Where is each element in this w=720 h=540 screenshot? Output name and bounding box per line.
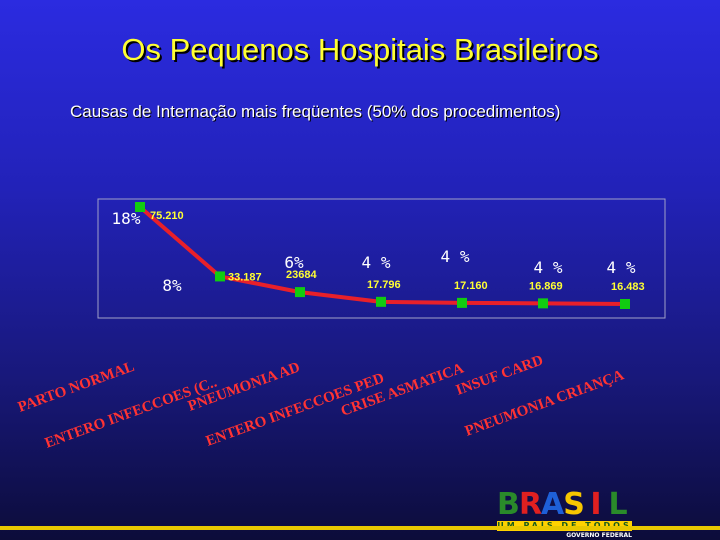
data-marker bbox=[295, 287, 305, 298]
data-value-label: 75.210 bbox=[150, 210, 184, 222]
percent-label: 4 % bbox=[534, 258, 563, 277]
data-marker bbox=[538, 298, 548, 309]
government-label: GOVERNO FEDERAL bbox=[566, 532, 632, 539]
percent-label: 6% bbox=[284, 253, 304, 272]
percent-label: 4 % bbox=[607, 258, 636, 277]
plot-area-frame bbox=[97, 198, 666, 319]
value-labels: 75.210 33.187 23684 17.796 17.160 16.869 16.48… bbox=[150, 210, 645, 293]
data-value-label: 17.160 bbox=[454, 280, 488, 292]
data-marker bbox=[135, 202, 145, 212]
data-value-label: 33.187 bbox=[228, 271, 262, 283]
percent-label: 8% bbox=[162, 276, 182, 295]
data-marker bbox=[376, 296, 386, 307]
data-value-label: 16.483 bbox=[611, 281, 645, 293]
markers bbox=[135, 202, 630, 309]
percent-label: 18% bbox=[112, 209, 141, 228]
brand-letter: B bbox=[497, 487, 520, 522]
brand-letter: R bbox=[519, 487, 543, 522]
data-value-label: 17.796 bbox=[367, 279, 401, 291]
brand-letter: L bbox=[608, 487, 628, 522]
data-value-label: 16.869 bbox=[529, 280, 563, 292]
brand-letter: I bbox=[590, 487, 602, 522]
brand-letter: A bbox=[541, 487, 565, 522]
slide-title: Os Pequenos Hospitais Brasileiros bbox=[121, 32, 599, 67]
percent-labels: 18% 8% 6% 4 % 4 % 4 % 4 % bbox=[112, 209, 636, 295]
slide-subtitle: Causas de Internação mais freqüentes (50… bbox=[70, 102, 561, 121]
data-value-label: 23684 bbox=[286, 269, 317, 281]
data-marker bbox=[457, 297, 467, 308]
bottom-stripe bbox=[0, 526, 720, 530]
data-marker bbox=[215, 271, 225, 282]
percent-label: 4 % bbox=[362, 253, 391, 272]
category-label: INSUF CARD bbox=[454, 352, 546, 398]
data-marker bbox=[620, 299, 630, 309]
brand-letter: S bbox=[563, 487, 585, 522]
category-label: PARTO NORMAL bbox=[16, 359, 137, 416]
percent-label: 4 % bbox=[441, 247, 470, 266]
